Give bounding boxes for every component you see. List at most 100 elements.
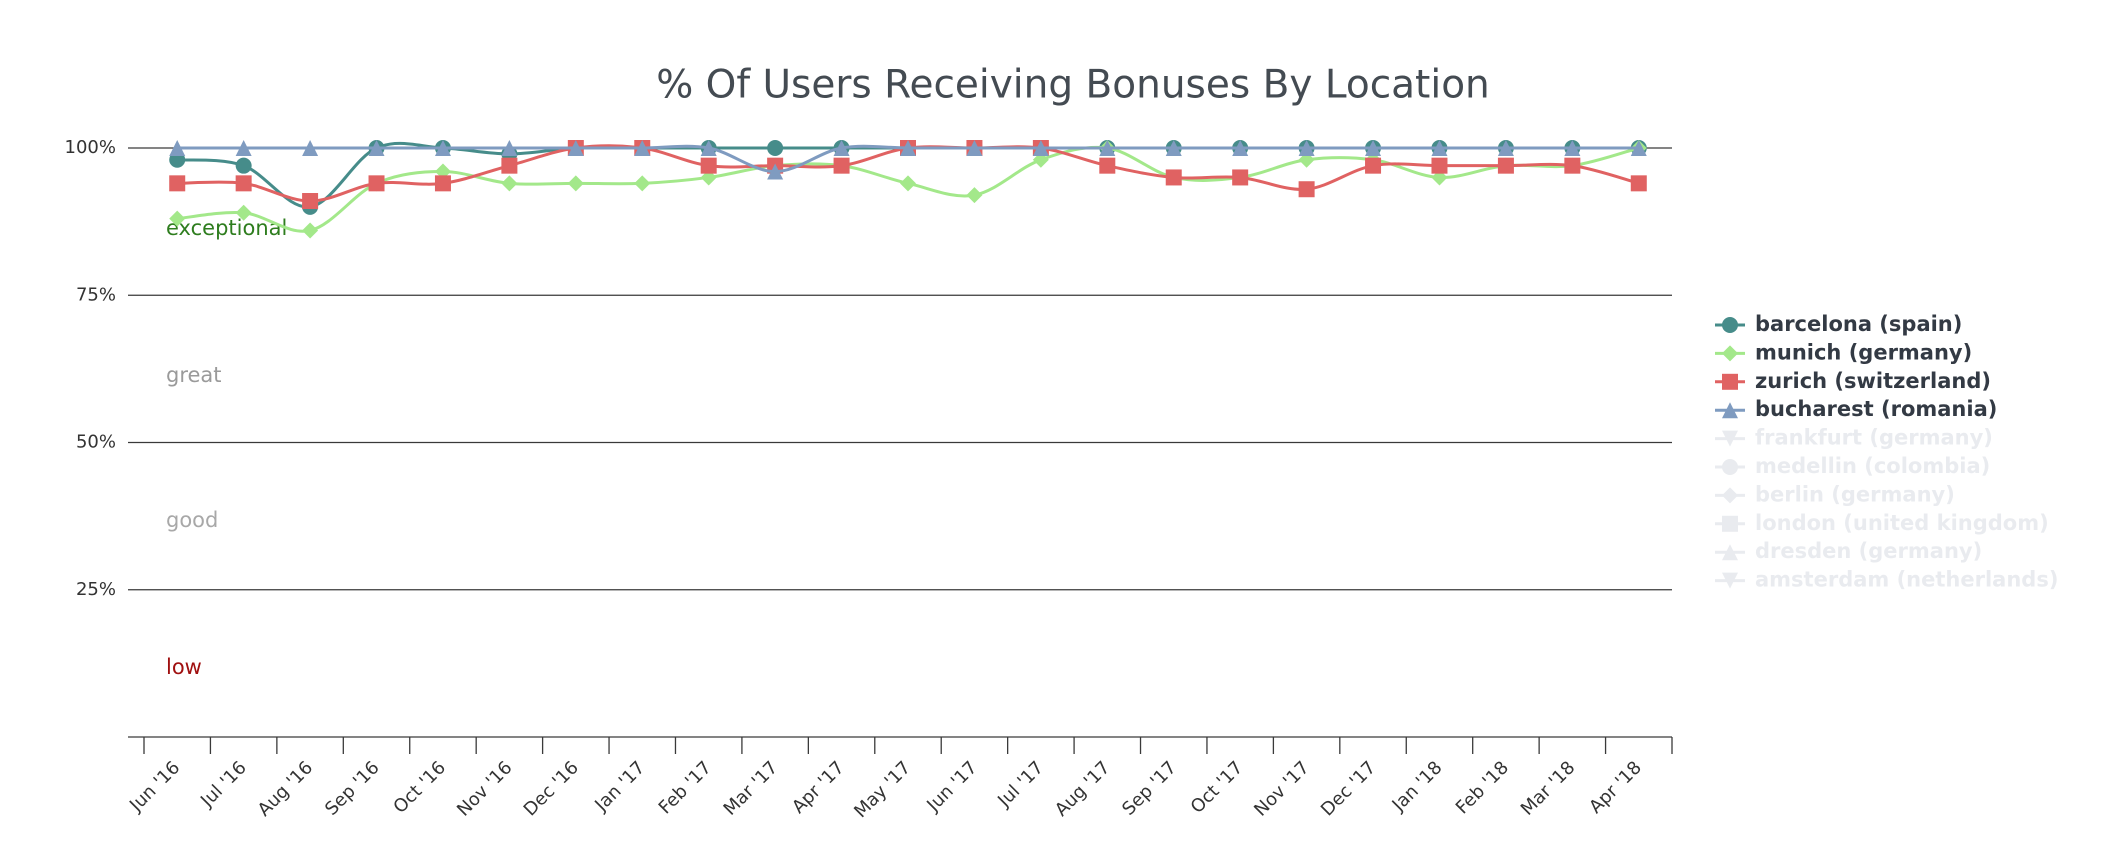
x-tick-label: Sep '17 (1118, 757, 1181, 820)
marker (1365, 140, 1382, 156)
x-tick-label: Feb '18 (1452, 757, 1513, 818)
marker (501, 157, 518, 174)
marker (1722, 345, 1738, 362)
series (169, 140, 1647, 180)
marker (567, 140, 584, 156)
x-tick-label: Jul '16 (196, 757, 251, 812)
marker (501, 175, 518, 192)
marker (1165, 140, 1182, 156)
marker (1497, 140, 1514, 156)
x-tick-label: Aug '17 (1051, 757, 1114, 820)
x-tick-label: Dec '16 (520, 757, 583, 820)
x-tick-label: Nov '17 (1250, 757, 1313, 820)
marker (634, 140, 651, 156)
marker (1365, 157, 1382, 174)
marker (302, 193, 319, 210)
marker (1564, 157, 1581, 174)
marker (1431, 157, 1448, 174)
x-tick-label: Mar '18 (1517, 757, 1580, 820)
marker (1722, 373, 1738, 390)
marker (1722, 544, 1738, 561)
marker (434, 140, 451, 156)
marker (1722, 402, 1738, 419)
y-tick-label: 100% (65, 137, 116, 158)
marker (900, 140, 916, 156)
legend-label[interactable]: berlin (germany) (1755, 482, 1955, 506)
marker (1564, 140, 1581, 156)
legend-label[interactable]: munich (germany) (1755, 340, 1972, 364)
marker (1232, 140, 1249, 156)
x-tick-label: Jun '16 (125, 757, 184, 816)
marker (368, 140, 385, 156)
x-tick-label: Jul '17 (993, 757, 1048, 812)
marker (235, 157, 252, 174)
marker (1722, 317, 1738, 333)
y-tick-label: 75% (76, 284, 116, 305)
marker (235, 204, 252, 221)
marker (833, 140, 850, 156)
marker (501, 140, 518, 156)
x-tick-label: Mar '17 (720, 757, 783, 820)
legend-label[interactable]: bucharest (romania) (1755, 397, 1997, 421)
marker (1722, 515, 1738, 532)
marker (169, 140, 186, 156)
marker (169, 175, 186, 192)
marker (1099, 157, 1116, 174)
y-tick-label: 25% (76, 579, 116, 600)
marker (634, 175, 651, 192)
x-tick-label: Oct '16 (389, 757, 450, 818)
marker (1722, 459, 1738, 475)
legend-label[interactable]: frankfurt (germany) (1755, 426, 1993, 450)
x-tick-label: Dec '17 (1317, 757, 1380, 820)
legend-label[interactable]: london (united kingdom) (1755, 511, 2049, 535)
x-tick-label: Feb '17 (655, 757, 716, 818)
marker (966, 140, 983, 156)
marker (302, 222, 319, 239)
legend-label[interactable]: zurich (switzerland) (1755, 369, 1991, 393)
marker (235, 140, 252, 156)
x-tick-label: Jan '18 (1388, 757, 1447, 816)
marker (1722, 430, 1738, 447)
x-tick-label: Oct '17 (1187, 757, 1248, 818)
legend-label[interactable]: barcelona (spain) (1755, 312, 1962, 336)
marker (1722, 487, 1738, 504)
marker (1032, 140, 1049, 156)
marker (833, 157, 850, 174)
chart-title: % Of Users Receiving Bonuses By Location (656, 63, 1490, 108)
marker (1099, 140, 1116, 156)
marker (767, 163, 784, 180)
marker (767, 140, 784, 156)
marker (368, 175, 385, 192)
marker (567, 175, 584, 192)
marker (1497, 157, 1514, 174)
x-tick-label: Jan '17 (590, 757, 649, 816)
marker (434, 175, 451, 192)
x-tick-label: Jun '17 (922, 757, 981, 816)
marker (1298, 140, 1315, 156)
marker (700, 157, 717, 174)
marker (169, 210, 186, 227)
x-tick-label: Apr '18 (1585, 757, 1646, 818)
x-tick-label: Nov '16 (453, 757, 516, 820)
marker (700, 140, 717, 156)
x-tick-label: Aug '16 (254, 757, 317, 820)
marker (235, 175, 252, 192)
x-tick-label: Apr '17 (788, 757, 849, 818)
x-tick-label: Sep '16 (321, 757, 384, 820)
marker (966, 187, 983, 204)
marker (900, 175, 916, 192)
marker (1722, 572, 1738, 589)
legend-label[interactable]: amsterdam (netherlands) (1755, 568, 2058, 592)
marker (302, 140, 319, 156)
legend-label[interactable]: dresden (germany) (1755, 539, 1982, 563)
y-tick-label: 50% (76, 432, 116, 453)
band-label: great (166, 363, 222, 387)
x-tick-label: May '17 (850, 757, 915, 822)
marker (1630, 175, 1647, 192)
marker (1232, 169, 1249, 186)
band-label: good (166, 508, 218, 532)
marker (1165, 169, 1182, 186)
legend-label[interactable]: medellin (colombia) (1755, 454, 1990, 478)
